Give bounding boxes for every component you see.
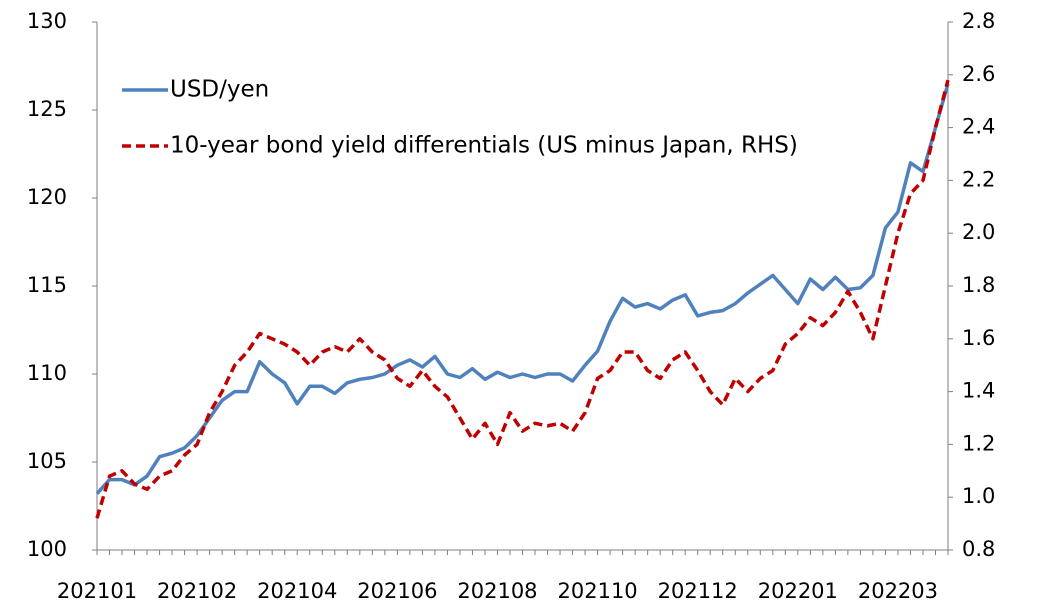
y2-tick-label: 1.4 [962,379,995,403]
y-tick-label: 100 [27,537,67,561]
x-tick-label: 202106 [357,579,437,603]
y2-tick-label: 2.4 [962,115,995,139]
y-tick-label: 105 [27,449,67,473]
y2-tick-label: 2.6 [962,62,995,86]
x-tick-label: 202104 [257,579,337,603]
series-line [95,83,950,495]
y-tick-label: 120 [27,185,67,209]
y-tick-label: 130 [27,9,67,33]
x-tick-label: 202203 [858,579,938,603]
y-tick-label: 110 [27,361,67,385]
x-tick-label: 202108 [457,579,537,603]
x-tick-label: 202102 [157,579,237,603]
y-tick-label: 115 [27,273,67,297]
legend-label: USD/yen [170,77,269,103]
y2-tick-label: 2.2 [962,167,995,191]
x-tick-label: 202201 [758,579,838,603]
y2-tick-label: 1.0 [962,484,995,508]
x-tick-label: 202101 [57,579,137,603]
x-tick-label: 202110 [558,579,638,603]
y2-tick-label: 1.8 [962,273,995,297]
x-tick-label: 202112 [658,579,738,603]
y-tick-label: 125 [27,97,67,121]
series-line [95,79,950,519]
y2-tick-label: 1.6 [962,326,995,350]
y2-tick-label: 2.8 [962,9,995,33]
legend-label: 10-year bond yield differentials (US min… [170,133,798,159]
y2-tick-label: 2.0 [962,220,995,244]
y2-tick-label: 1.2 [962,431,995,455]
y2-tick-label: 0.8 [962,537,995,561]
